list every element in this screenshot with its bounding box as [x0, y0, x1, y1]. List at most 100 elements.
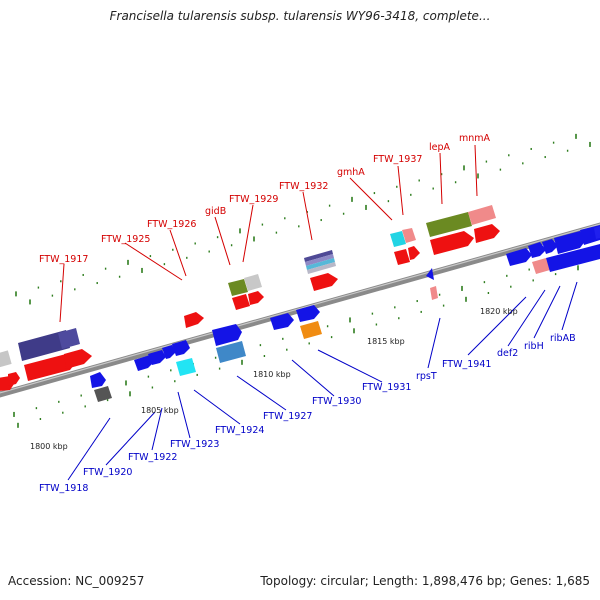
feature-red-mnmA[interactable]	[474, 224, 500, 243]
label-def2: def2	[497, 348, 518, 359]
feature-cyan-1923[interactable]	[176, 358, 196, 376]
feature-blue-def2a[interactable]	[528, 242, 546, 258]
feature-purple-1917b[interactable]	[58, 328, 80, 349]
feature-olive-gidB[interactable]	[228, 279, 248, 296]
feature-blue-1930[interactable]	[296, 305, 320, 322]
label-FTW_1926: FTW_1926	[147, 219, 196, 230]
label-FTW_1930: FTW_1930	[312, 396, 361, 407]
genome-summary-text: Topology: circular; Length: 1,898,476 bp…	[260, 574, 590, 588]
feature-stack-1932-b[interactable]	[305, 254, 334, 266]
forward-labels: FTW_1917 FTW_1925 FTW_1926 gidB FTW_1929…	[39, 133, 491, 265]
label-gmhA: gmhA	[337, 167, 365, 178]
label-FTW_1931: FTW_1931	[362, 382, 411, 393]
feature-stack-1932-c[interactable]	[306, 258, 335, 270]
feature-blue-rpsT[interactable]	[426, 268, 434, 280]
lead-gidB	[214, 216, 231, 266]
reverse-labels: FTW_1918 FTW_1920 FTW_1922 FTW_1923 FTW_…	[39, 333, 576, 494]
feature-blue-1941[interactable]	[506, 248, 532, 266]
feature-grey-1920[interactable]	[94, 386, 112, 402]
lead-mnmA	[474, 144, 478, 197]
feature-cyan-gmhA[interactable]	[390, 231, 406, 247]
map-title: Francisella tularensis subsp. tularensis…	[109, 9, 491, 23]
feature-pink-1937[interactable]	[402, 228, 416, 243]
feature-blue-1927[interactable]	[270, 313, 294, 330]
feature-blue-1922c[interactable]	[162, 345, 176, 359]
feature-grey-left[interactable]	[0, 350, 12, 368]
feature-blue-1922a[interactable]	[134, 355, 154, 371]
lead-def2	[507, 289, 546, 347]
feature-blue-1923[interactable]	[172, 340, 190, 356]
accession-text: Accession: NC_009257	[8, 574, 145, 588]
label-FTW_1937: FTW_1937	[373, 154, 422, 165]
lead-FTW_1930	[291, 359, 335, 397]
feature-red-lepA[interactable]	[430, 231, 474, 255]
lead-ribAB	[561, 281, 578, 331]
lead-FTW_1932	[302, 191, 313, 241]
tick-marks	[13, 133, 591, 428]
feature-pink-mnmA[interactable]	[468, 205, 496, 225]
feature-orange-1931[interactable]	[300, 321, 322, 339]
feature-blue-1918[interactable]	[90, 372, 106, 388]
label-FTW_1927: FTW_1927	[263, 411, 312, 422]
feature-red-1917b[interactable]	[64, 349, 92, 369]
leader-lines	[59, 144, 578, 481]
feature-red-1929[interactable]	[248, 291, 264, 305]
feature-blue-ribH-2[interactable]	[546, 244, 600, 272]
label-lepA: lepA	[429, 142, 451, 153]
lead-FTW_1931	[317, 349, 383, 383]
forward-features	[0, 205, 500, 391]
reverse-features	[90, 225, 600, 402]
feature-red-gmhA[interactable]	[394, 249, 410, 265]
lead-FTW_1922	[151, 407, 163, 451]
scale-label-1805: 1805 kbp	[141, 406, 179, 415]
feature-blue-ribH[interactable]	[554, 231, 586, 254]
feature-grey-1929[interactable]	[244, 274, 262, 291]
label-FTW_1920: FTW_1920	[83, 467, 132, 478]
feature-red-left-2[interactable]	[8, 372, 20, 386]
label-FTW_1941: FTW_1941	[442, 359, 491, 370]
genome-backbone-highlight	[0, 223, 600, 394]
label-FTW_1924: FTW_1924	[215, 425, 264, 436]
label-ribAB: ribAB	[550, 333, 576, 344]
feature-red-1926[interactable]	[184, 312, 204, 328]
feature-pink-rpsT[interactable]	[430, 286, 438, 300]
lead-FTW_1937	[397, 165, 404, 216]
label-gidB: gidB	[205, 206, 226, 217]
feature-red-1932[interactable]	[310, 273, 338, 291]
label-FTW_1925: FTW_1925	[101, 234, 150, 245]
feature-red-1917[interactable]	[24, 354, 78, 381]
lead-FTW_1920	[105, 411, 156, 466]
label-FTW_1923: FTW_1923	[170, 439, 219, 450]
label-ribH: ribH	[524, 341, 544, 352]
lead-FTW_1941	[467, 296, 527, 356]
feature-red-gidB[interactable]	[232, 294, 250, 310]
lead-FTW_1925	[124, 242, 183, 281]
label-FTW_1918: FTW_1918	[39, 483, 88, 494]
label-FTW_1917: FTW_1917	[39, 254, 88, 265]
feature-blue-def2b[interactable]	[542, 239, 558, 254]
lead-FTW_1926	[169, 229, 187, 277]
lead-gmhA	[349, 177, 393, 221]
lead-FTW_1923	[177, 391, 191, 439]
feature-blue-1924[interactable]	[212, 324, 242, 346]
scale-label-1815: 1815 kbp	[367, 337, 405, 346]
feature-purple-1917[interactable]	[18, 330, 70, 361]
scale-label-1820: 1820 kbp	[480, 307, 518, 316]
label-mnmA: mnmA	[459, 133, 491, 144]
lead-rpsT	[427, 317, 441, 369]
label-FTW_1922: FTW_1922	[128, 452, 177, 463]
label-rpsT: rpsT	[416, 371, 437, 382]
feature-pink-def2[interactable]	[532, 258, 550, 274]
lead-FTW_1929	[242, 204, 254, 263]
feature-stack-1932-d[interactable]	[307, 262, 336, 274]
lead-ribH	[533, 285, 561, 339]
scale-label-1800: 1800 kbp	[30, 442, 68, 451]
feature-red-1937[interactable]	[408, 246, 420, 260]
feature-blue-ribAB-2[interactable]	[594, 226, 600, 239]
feature-stack-1932-a[interactable]	[304, 250, 333, 262]
feature-olive-lepA[interactable]	[426, 212, 472, 237]
feature-blue-1922b[interactable]	[148, 350, 166, 365]
feature-steel-1924[interactable]	[216, 341, 246, 363]
label-FTW_1929: FTW_1929	[229, 194, 278, 205]
